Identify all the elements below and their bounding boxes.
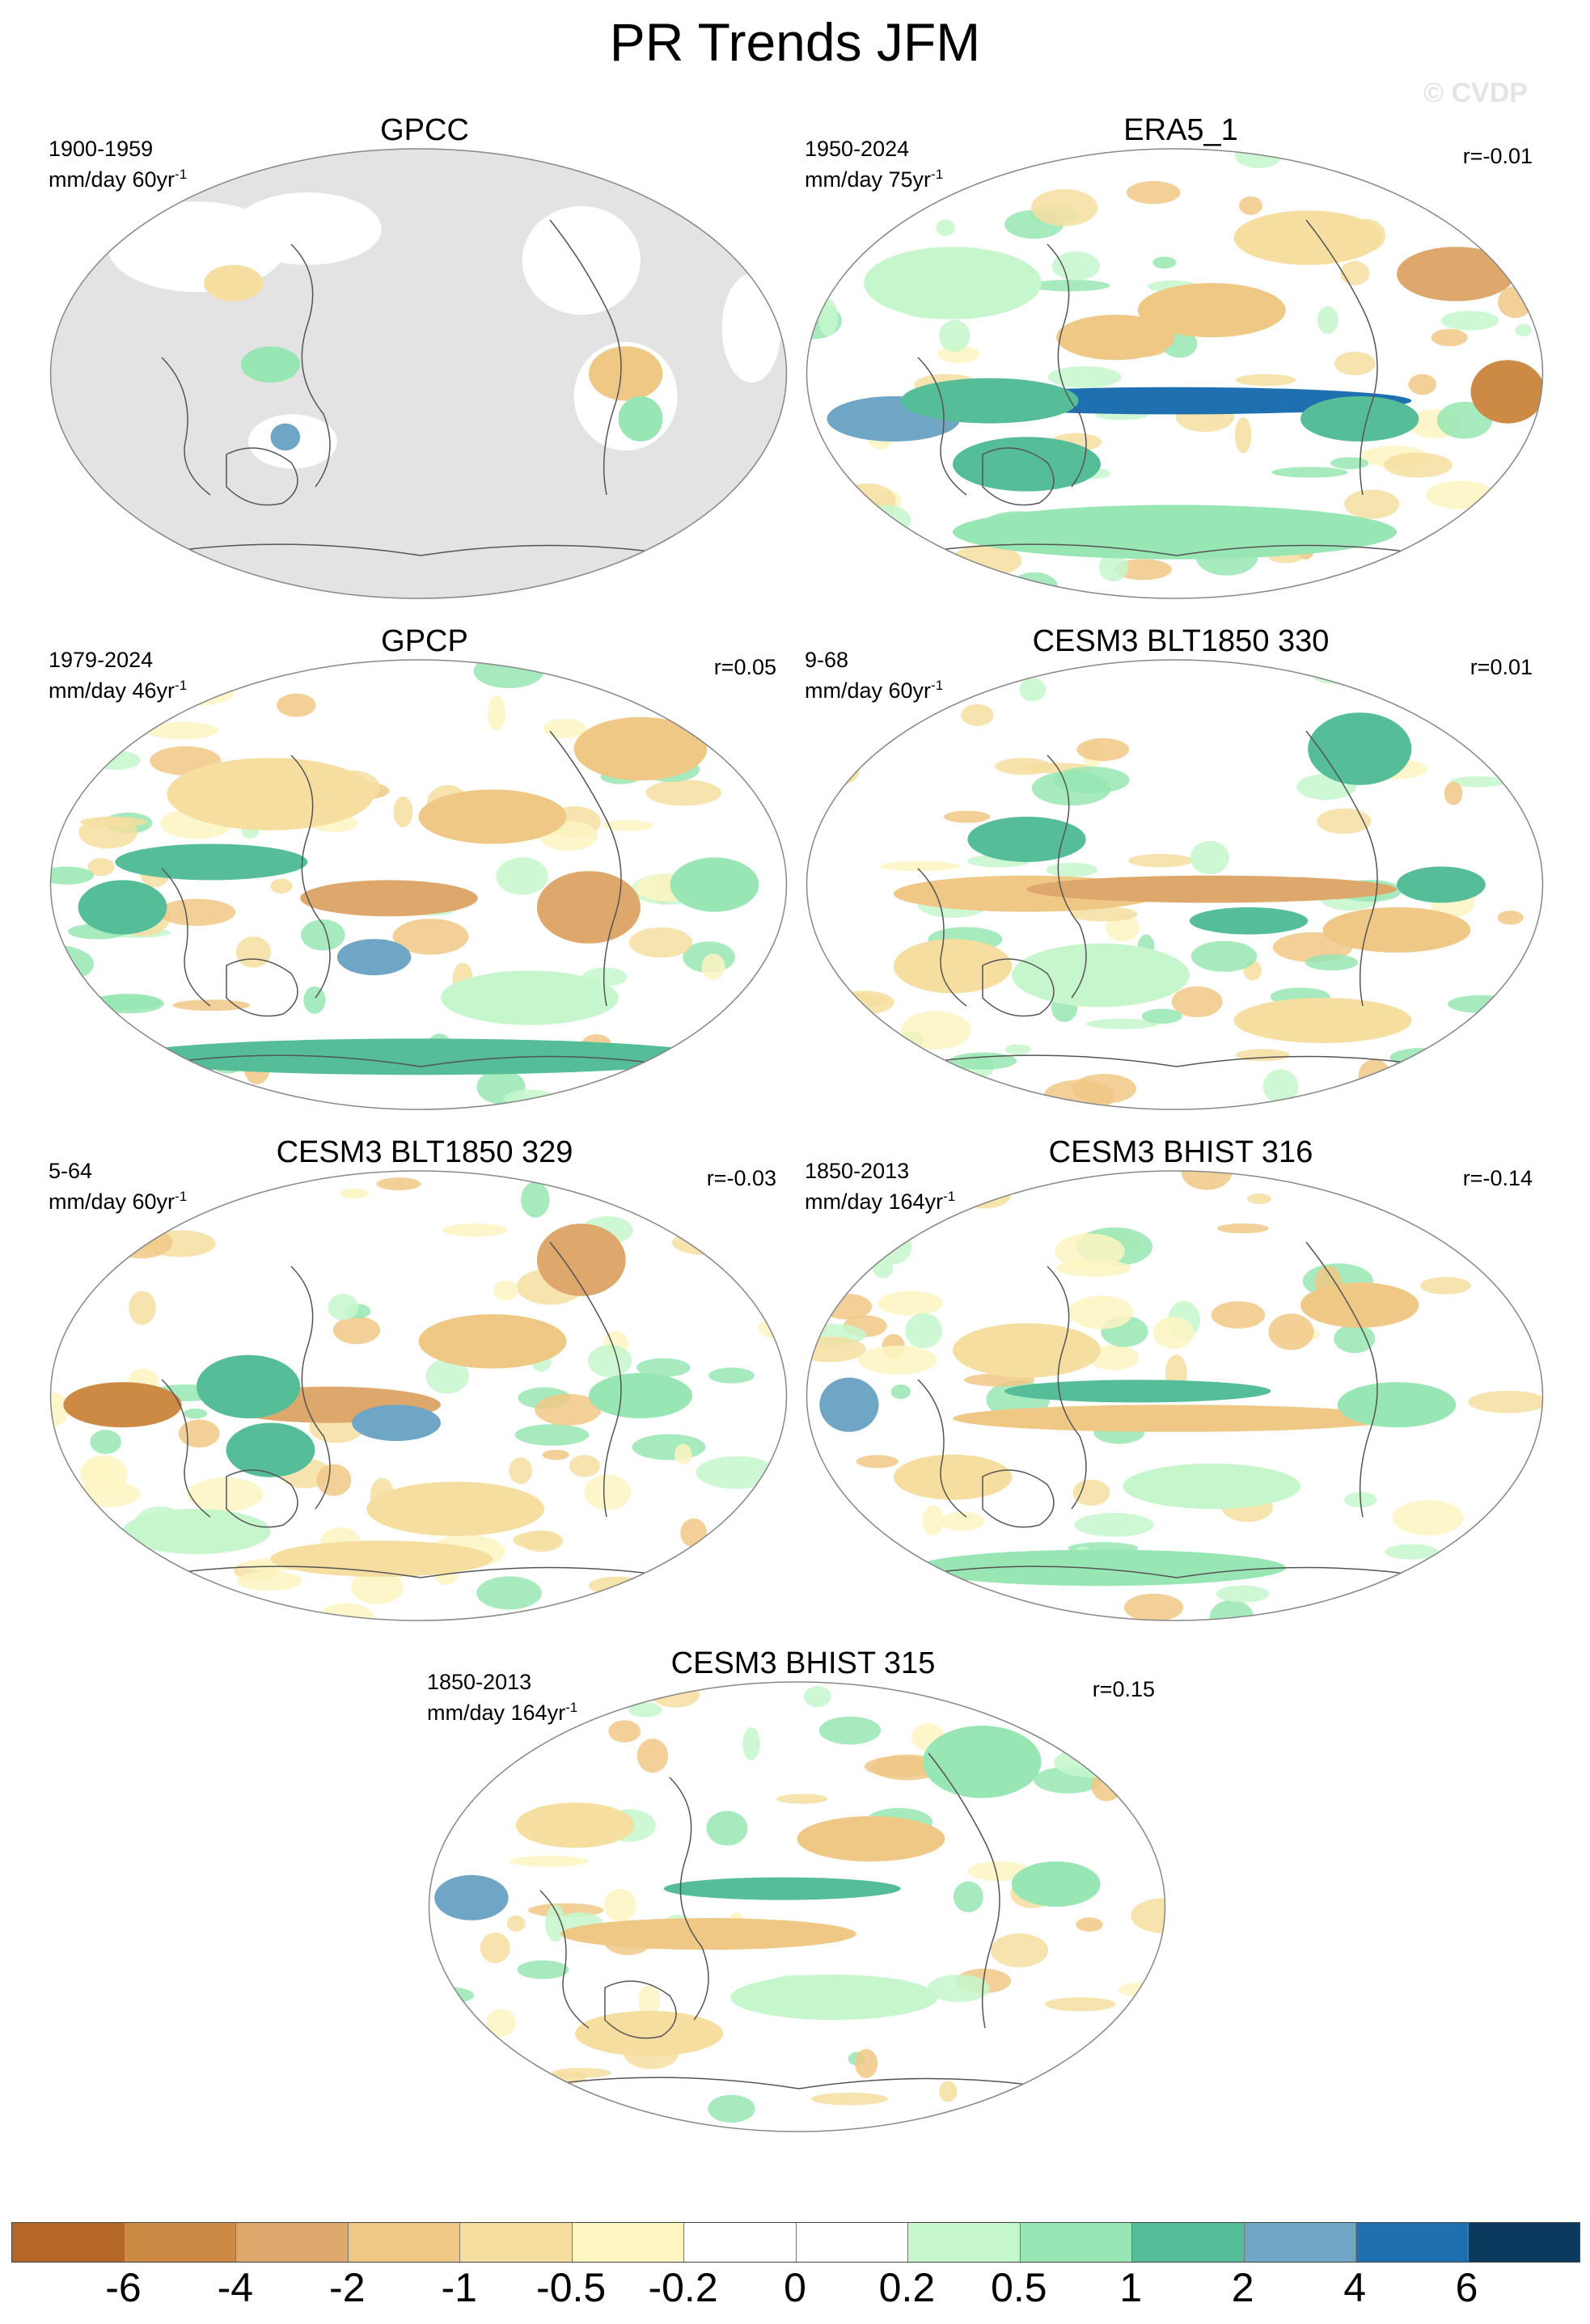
units-exponent: -1 xyxy=(943,1189,956,1204)
colorbar-tick-label: -2 xyxy=(329,2265,366,2310)
period-years: 1850-2013 xyxy=(427,1670,532,1694)
world-map xyxy=(806,148,1544,599)
colorbar-tick-label: 2 xyxy=(1231,2265,1254,2310)
map-panel: GPCP 1979-2024 mm/day 46yr-1 r=0.05 xyxy=(49,624,801,1110)
panel-period: 1850-2013 mm/day 164yr-1 xyxy=(427,1669,577,1726)
colorbar-segment xyxy=(12,2223,124,2262)
units-text: mm/day 75yr xyxy=(805,167,932,192)
panel-period: 1979-2024 mm/day 46yr-1 xyxy=(49,647,187,704)
panel-period: 1850-2013 mm/day 164yr-1 xyxy=(805,1158,955,1215)
world-map xyxy=(49,1170,788,1621)
world-map xyxy=(806,1170,1544,1621)
colorbar-tick-label: -6 xyxy=(105,2265,142,2310)
colorbar-tick-label: 0.5 xyxy=(991,2265,1047,2310)
panel-title: CESM3 BHIST 315 xyxy=(670,1646,936,1680)
colorbar xyxy=(11,2222,1580,2263)
correlation-label: r=0.15 xyxy=(1092,1677,1155,1701)
panel-title: CESM3 BHIST 316 xyxy=(1048,1135,1313,1169)
colorbar-segment xyxy=(1355,2223,1468,2262)
colorbar-tick-label: -1 xyxy=(441,2265,477,2310)
correlation-label: r=-0.14 xyxy=(1462,1166,1533,1190)
units-exponent: -1 xyxy=(565,1700,578,1715)
period-years: 9-68 xyxy=(805,648,849,672)
panel-period: 1900-1959 mm/day 60yr-1 xyxy=(49,136,187,192)
period-years: 1850-2013 xyxy=(805,1159,910,1183)
period-years: 1900-1959 xyxy=(49,137,154,161)
units-label: mm/day 60yr-1 xyxy=(49,1184,187,1215)
colorbar-segment xyxy=(235,2223,348,2262)
figure-title: PR Trends JFM xyxy=(609,12,981,72)
panel-period: 9-68 mm/day 60yr-1 xyxy=(805,647,943,704)
correlation-label: r=0.01 xyxy=(1469,655,1533,679)
correlation-label: r=-0.03 xyxy=(706,1166,776,1190)
colorbar-tick-label: 6 xyxy=(1455,2265,1478,2310)
units-text: mm/day 164yr xyxy=(427,1701,566,1725)
colorbar-segment xyxy=(795,2223,907,2262)
units-label: mm/day 75yr-1 xyxy=(805,162,943,192)
panel-title: CESM3 BLT1850 330 xyxy=(1032,624,1330,658)
panel-period: 1950-2024 mm/day 75yr-1 xyxy=(805,136,943,192)
units-exponent: -1 xyxy=(175,678,188,693)
period-years: 1979-2024 xyxy=(49,648,154,672)
map-panel: CESM3 BLT1850 329 5-64 mm/day 60yr-1 r=-0.0… xyxy=(49,1135,801,1621)
colorbar-segment xyxy=(459,2223,572,2262)
colorbar-segment xyxy=(683,2223,796,2262)
colorbar-tick-label: 0.2 xyxy=(878,2265,936,2310)
map-panel: CESM3 BHIST 315 1850-2013 mm/day 164yr-1 r=… xyxy=(427,1646,1179,2132)
colorbar-tick-label: 1 xyxy=(1119,2265,1143,2310)
colorbar-tick-label: 4 xyxy=(1343,2265,1367,2310)
units-text: mm/day 60yr xyxy=(805,678,932,703)
units-label: mm/day 60yr-1 xyxy=(49,162,187,192)
panel-title: GPCP xyxy=(381,624,468,658)
colorbar-segment xyxy=(1131,2223,1244,2262)
units-exponent: -1 xyxy=(175,1189,188,1204)
units-label: mm/day 60yr-1 xyxy=(805,673,943,704)
map-panel: ERA5_1 1950-2024 mm/day 75yr-1 r=-0.01 xyxy=(805,113,1557,599)
colorbar-tick-label: -0.5 xyxy=(536,2265,607,2310)
colorbar-tick-label: -4 xyxy=(217,2265,254,2310)
colorbar-segment xyxy=(1467,2223,1579,2262)
correlation-label: r=-0.01 xyxy=(1462,144,1533,168)
units-label: mm/day 164yr-1 xyxy=(427,1695,577,1726)
colorbar-segment xyxy=(1243,2223,1355,2262)
period-years: 5-64 xyxy=(49,1159,93,1183)
colorbar-segment xyxy=(1019,2223,1131,2262)
panel-title: CESM3 BLT1850 329 xyxy=(276,1135,573,1169)
panel-title: ERA5_1 xyxy=(1123,113,1238,147)
units-text: mm/day 60yr xyxy=(49,1189,175,1214)
correlation-label: r=0.05 xyxy=(713,655,776,679)
units-label: mm/day 46yr-1 xyxy=(49,673,187,704)
units-text: mm/day 60yr xyxy=(49,167,175,192)
map-panel: GPCC 1900-1959 mm/day 60yr-1 xyxy=(49,113,801,599)
panel-period: 5-64 mm/day 60yr-1 xyxy=(49,1158,187,1215)
world-map xyxy=(428,1681,1166,2132)
units-exponent: -1 xyxy=(931,678,944,693)
colorbar-labels: -6 -4 -2 -1 -0.5 -0.2 0 0.2 0.5 1 2 4 6 xyxy=(11,2264,1579,2313)
units-text: mm/day 164yr xyxy=(805,1189,944,1214)
world-map xyxy=(806,659,1544,1110)
colorbar-segment xyxy=(571,2223,683,2262)
panel-title: GPCC xyxy=(380,113,469,147)
world-map xyxy=(49,659,788,1110)
period-years: 1950-2024 xyxy=(805,137,910,161)
units-exponent: -1 xyxy=(175,167,188,182)
units-exponent: -1 xyxy=(931,167,944,182)
units-label: mm/day 164yr-1 xyxy=(805,1184,955,1215)
units-text: mm/day 46yr xyxy=(49,678,175,703)
map-panel: CESM3 BHIST 316 1850-2013 mm/day 164yr-1 r=… xyxy=(805,1135,1557,1621)
colorbar-segment xyxy=(907,2223,1020,2262)
map-panel: CESM3 BLT1850 330 9-68 mm/day 60yr-1 r=0.01 xyxy=(805,624,1557,1110)
world-map xyxy=(49,148,788,599)
colorbar-segment xyxy=(347,2223,459,2262)
colorbar-tick-label: -0.2 xyxy=(648,2265,718,2310)
colorbar-segment xyxy=(123,2223,235,2262)
cvdp-watermark: © CVDP xyxy=(1423,78,1528,108)
colorbar-tick-label: 0 xyxy=(784,2265,806,2310)
